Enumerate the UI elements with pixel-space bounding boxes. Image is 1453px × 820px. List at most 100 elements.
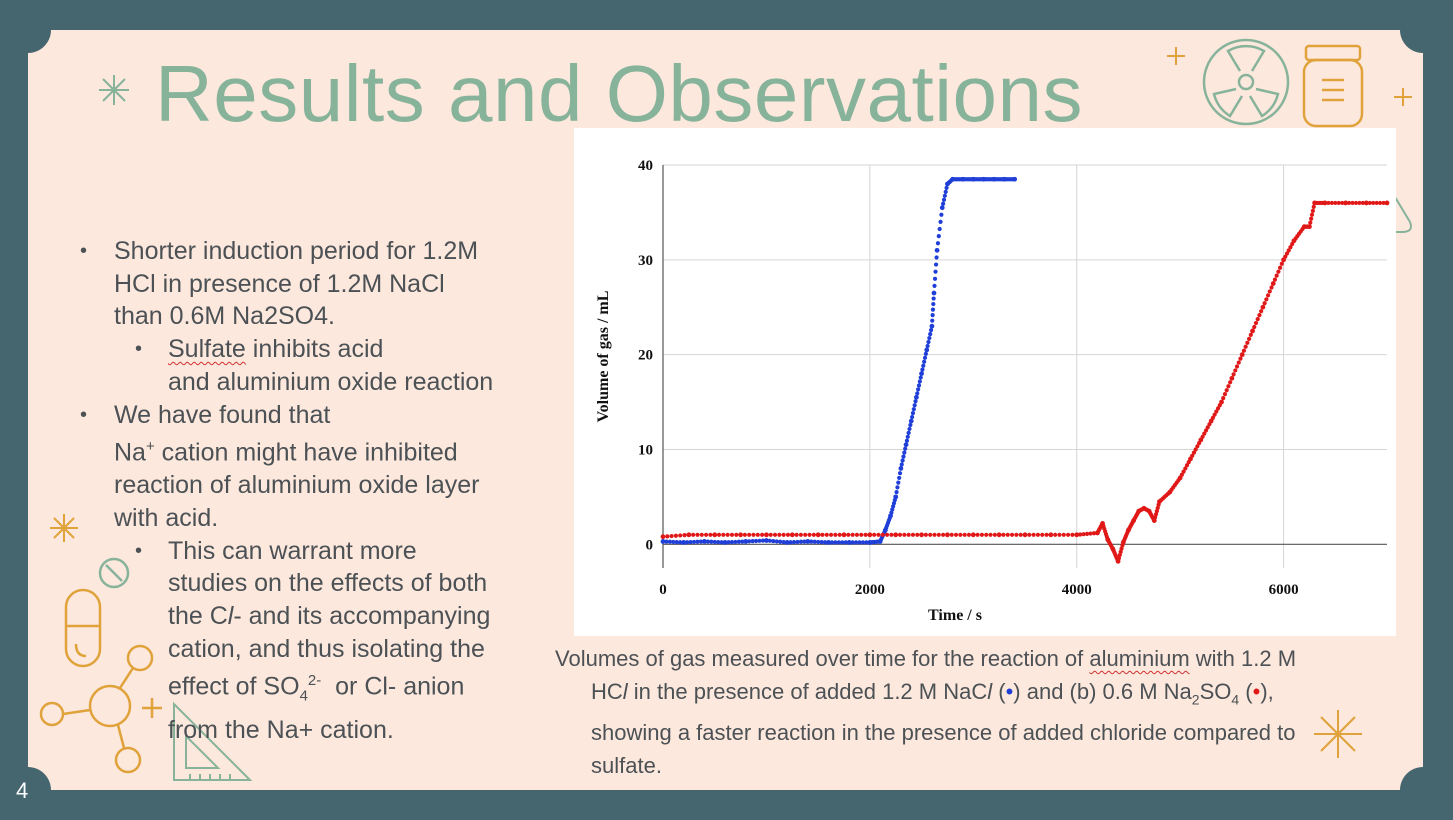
caption-line: showing a faster reaction in the presenc…: [591, 720, 1296, 746]
data-point-red: [1202, 431, 1207, 436]
data-point-red: [1224, 388, 1229, 393]
data-point-blue: [913, 399, 918, 404]
pill-disc-icon: [98, 557, 130, 589]
data-point-blue: [695, 539, 700, 544]
data-point-red: [1231, 372, 1236, 377]
caption-text: Volumes of gas measured over time for th…: [555, 646, 1090, 671]
data-point-red: [669, 533, 674, 539]
data-point-blue: [750, 539, 755, 544]
data-point-blue: [691, 539, 697, 545]
data-point-red: [798, 532, 804, 537]
data-point-red: [1154, 509, 1159, 514]
bullet-text: the C: [168, 602, 228, 631]
data-point-red: [1184, 463, 1190, 468]
data-point-red: [1044, 532, 1049, 537]
data-point-blue: [736, 539, 741, 544]
data-point-red: [970, 532, 976, 538]
figure-caption: Volumes of gas measured over time for th…: [555, 642, 1395, 782]
data-point-blue: [733, 539, 738, 545]
data-point-blue: [922, 359, 927, 364]
data-point-red: [1205, 425, 1210, 430]
data-point-red: [665, 534, 670, 539]
data-point-red: [833, 532, 838, 537]
data-point-blue: [917, 379, 922, 384]
data-point-red: [1286, 248, 1291, 253]
data-point-red: [695, 532, 700, 537]
data-point-red: [764, 532, 769, 538]
spellcheck-word: aluminium: [1089, 646, 1190, 671]
data-point-red: [1259, 309, 1264, 314]
data-point-blue: [931, 290, 937, 296]
data-point-blue: [778, 539, 783, 544]
data-point-red: [1279, 261, 1284, 266]
data-point-red: [1326, 200, 1331, 206]
data-point-red: [867, 532, 873, 538]
data-point-red: [1226, 384, 1231, 389]
data-point-blue: [930, 313, 935, 318]
x-tick-label: 0: [659, 582, 667, 598]
data-point-red: [1179, 472, 1184, 477]
data-point-blue: [931, 296, 936, 301]
data-point-blue: [932, 283, 937, 288]
data-point-red: [678, 533, 683, 538]
sparkle-icon: [50, 514, 78, 542]
slide-title: Results and Observations: [155, 49, 1084, 138]
data-point-red: [1195, 444, 1200, 449]
data-point-red: [699, 532, 704, 537]
data-point-red: [673, 533, 679, 538]
data-point-blue: [927, 335, 932, 341]
data-point-blue: [939, 205, 945, 211]
caption-text: ),: [1260, 679, 1274, 704]
bullet-text: - and its accompanying: [233, 602, 491, 631]
caption-text: (: [1239, 679, 1253, 704]
data-point-blue: [788, 540, 793, 545]
data-point-blue: [781, 539, 786, 545]
data-point-red: [1269, 285, 1274, 290]
data-point-blue: [864, 540, 869, 545]
data-point-blue: [909, 414, 915, 420]
data-point-red: [841, 532, 847, 538]
data-point-blue: [907, 426, 912, 432]
bullet-text: and aluminium oxide reaction: [168, 367, 494, 396]
data-point-blue: [901, 454, 906, 459]
data-point-blue: [798, 539, 804, 544]
data-point-red: [932, 532, 937, 537]
data-point-blue: [688, 539, 693, 545]
data-point-blue: [829, 540, 835, 545]
data-point-red: [1309, 212, 1315, 217]
data-point-red: [1239, 352, 1245, 358]
data-point-red: [768, 532, 773, 537]
data-point-red: [1265, 293, 1271, 298]
bullet-text: than 0.6M Na2SO4.: [114, 302, 335, 331]
data-point-red: [777, 532, 782, 537]
data-point-blue: [1012, 176, 1018, 182]
capsule-icon: [64, 588, 102, 668]
data-point-red: [928, 532, 933, 537]
data-point-red: [880, 532, 885, 537]
data-point-red: [1053, 532, 1058, 537]
data-point-red: [807, 532, 812, 537]
data-point-blue: [929, 323, 935, 329]
data-point-blue: [895, 485, 900, 490]
data-point-red: [1309, 216, 1314, 221]
data-point-blue: [902, 450, 907, 455]
data-point-blue: [726, 540, 731, 545]
data-point-blue: [698, 539, 704, 544]
data-point-red: [1363, 200, 1369, 206]
data-point-blue: [719, 540, 724, 545]
data-point-blue: [660, 539, 666, 544]
data-point-red: [1183, 466, 1188, 471]
data-point-red: [1284, 251, 1290, 256]
set-square-icon: [173, 701, 253, 781]
data-point-red: [1040, 532, 1045, 537]
data-point-red: [738, 532, 743, 538]
data-point-blue: [805, 539, 811, 544]
data-point-red: [850, 532, 855, 537]
y-tick-label: 10: [638, 442, 653, 458]
data-point-red: [1219, 399, 1224, 405]
superscript: 2-: [307, 672, 322, 690]
data-point-blue: [941, 201, 946, 206]
caption-line: HCl in the presence of added 1.2 M NaCl …: [555, 675, 1395, 716]
data-point-red: [1057, 532, 1062, 537]
data-point-red: [941, 532, 946, 537]
